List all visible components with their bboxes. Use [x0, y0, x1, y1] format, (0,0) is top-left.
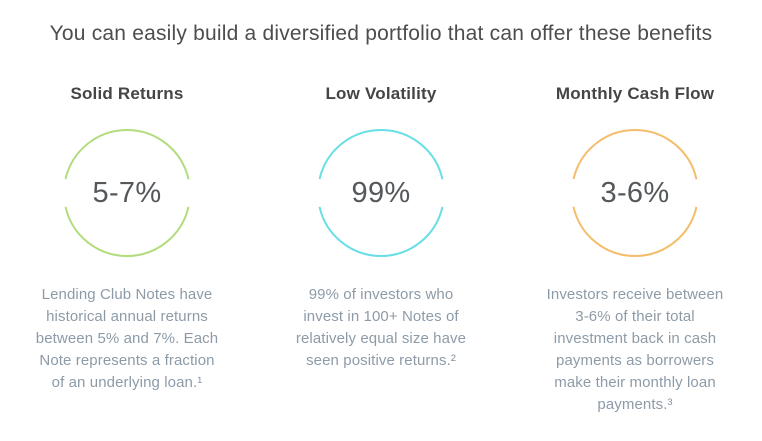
low-volatility-stat: 99% [351, 176, 411, 209]
cyan-circle-ring-icon [317, 129, 445, 257]
solid-returns-description: Lending Club Notes have historical annua… [35, 286, 219, 391]
monthly-cash-flow-ring: 3-6% [567, 125, 703, 261]
orange-circle-ring-icon [571, 129, 699, 257]
benefits-row: Solid Returns 5-7% Lending Club Notes ha… [0, 84, 762, 416]
benefit-card-low-volatility: Low Volatility 99% 99% of investors who … [254, 84, 508, 416]
low-volatility-description: 99% of investors who invest in 100+ Note… [295, 286, 467, 369]
monthly-cash-flow-stat: 3-6% [600, 176, 670, 209]
benefit-heading-monthly-cash-flow: Monthly Cash Flow [555, 84, 715, 103]
benefit-card-solid-returns: Solid Returns 5-7% Lending Club Notes ha… [0, 84, 254, 416]
benefit-heading-low-volatility: Low Volatility [325, 84, 437, 103]
benefit-card-monthly-cash-flow: Monthly Cash Flow 3-6% Investors receive… [508, 84, 762, 416]
monthly-cash-flow-description: Investors receive between 3-6% of their … [546, 286, 724, 413]
benefit-heading-solid-returns: Solid Returns [70, 84, 184, 103]
low-volatility-ring: 99% [313, 125, 449, 261]
solid-returns-ring: 5-7% [59, 125, 195, 261]
green-circle-ring-icon [63, 129, 191, 257]
page-title: You can easily build a diversified portf… [49, 22, 713, 45]
solid-returns-stat: 5-7% [92, 176, 162, 209]
